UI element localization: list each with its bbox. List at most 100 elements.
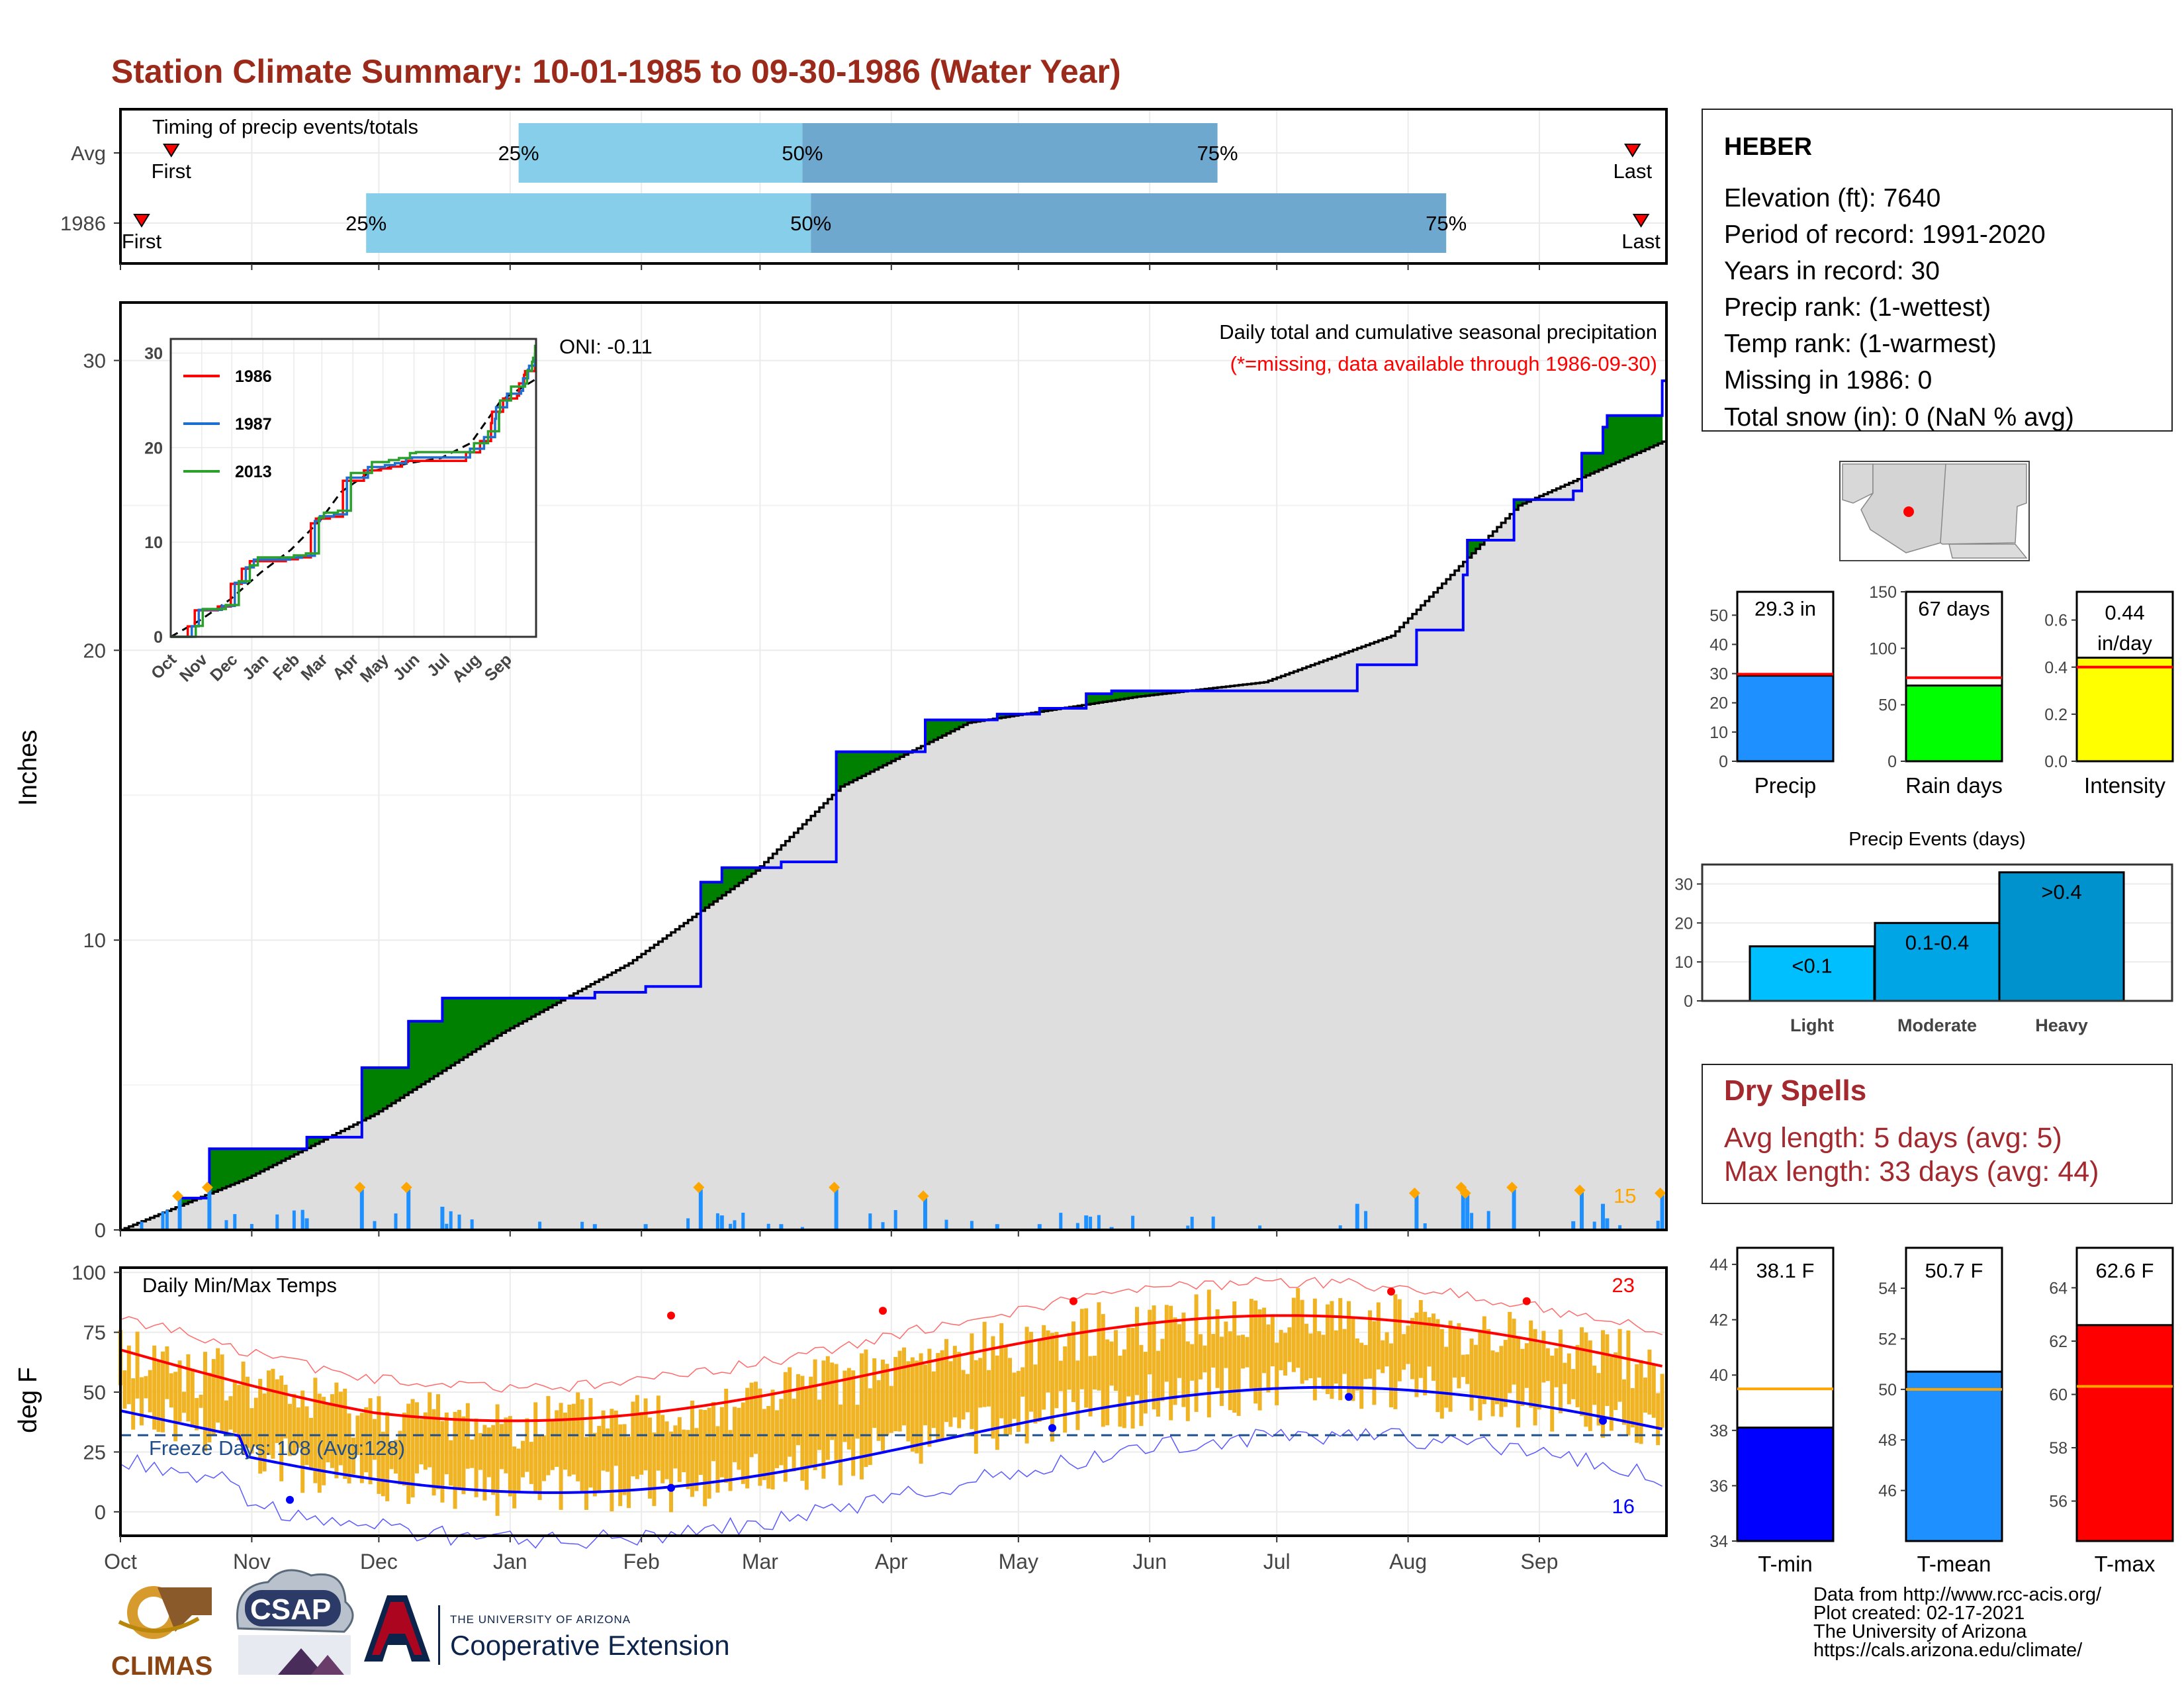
record-low-marker bbox=[286, 1495, 294, 1504]
daily-temp-bar bbox=[1199, 1334, 1203, 1380]
dry-spells-avg: Avg length: 5 days (avg: 5) bbox=[1724, 1122, 2062, 1154]
timing-bar-50-75 bbox=[811, 193, 1447, 253]
daily-temp-bar bbox=[402, 1412, 406, 1486]
above-average-area bbox=[1624, 415, 1629, 459]
daily-temp-bar bbox=[377, 1396, 381, 1494]
above-average-area bbox=[285, 1149, 291, 1159]
heavy-precip-marker bbox=[1408, 1187, 1420, 1199]
inset-year-line bbox=[171, 344, 537, 638]
daily-temp-bar bbox=[220, 1354, 224, 1432]
station-precip-rank: Precip rank: (1-wettest) bbox=[1724, 293, 1991, 322]
daily-temp-bar bbox=[876, 1380, 881, 1441]
summary-tick-label: 50 bbox=[1878, 696, 1897, 715]
daily-precip-bar bbox=[275, 1214, 279, 1230]
daily-temp-bar bbox=[1609, 1356, 1614, 1431]
above-average-area bbox=[1471, 540, 1477, 553]
precip-frame bbox=[119, 301, 1668, 1231]
footer-logos: CLIMAS CSAP THE UNIVERSITY OF ARIZONA Co… bbox=[111, 1569, 730, 1681]
daily-temp-bar bbox=[779, 1399, 784, 1466]
y-tick-label: 100 bbox=[71, 1261, 106, 1284]
daily-precip-bar bbox=[1258, 1225, 1262, 1230]
daily-temp-bar bbox=[631, 1401, 635, 1477]
daily-temp-bar bbox=[415, 1402, 419, 1474]
above-average-area bbox=[853, 751, 858, 780]
timing-bar-25-50 bbox=[518, 123, 803, 183]
summary-bar-value: 67 days bbox=[1918, 597, 1990, 620]
daily-temp-bar bbox=[148, 1370, 152, 1413]
last-event-marker bbox=[1632, 214, 1650, 228]
daily-temp-bar bbox=[796, 1374, 800, 1446]
above-average-area bbox=[311, 1137, 316, 1147]
daily-temp-bar bbox=[326, 1403, 330, 1463]
events-tick-label: 20 bbox=[1674, 914, 1693, 933]
daily-temp-bar bbox=[152, 1345, 157, 1430]
daily-temp-bar bbox=[351, 1437, 355, 1475]
daily-temp-bar bbox=[169, 1373, 173, 1408]
above-average-area bbox=[391, 1067, 396, 1103]
daily-temp-bar bbox=[754, 1382, 758, 1454]
daily-precip-bar bbox=[470, 1219, 474, 1230]
daily-temp-bar bbox=[813, 1359, 817, 1470]
summary-bars: 29.3 in 0 10 20 30 40 50 Precip 67 days 0 50 100 150… bbox=[1709, 583, 2174, 798]
daily-temp-bar bbox=[885, 1364, 889, 1436]
above-average-area bbox=[1137, 690, 1142, 697]
daily-temp-bar bbox=[737, 1407, 741, 1470]
above-average-area bbox=[387, 1067, 392, 1106]
summary-bar-value: 0.44 bbox=[2105, 601, 2144, 624]
daily-temp-bar bbox=[1588, 1340, 1592, 1431]
daily-temp-bar bbox=[1291, 1297, 1296, 1372]
daily-temp-bar bbox=[1334, 1330, 1338, 1384]
credits: Data from http://www.rcc-acis.org/ Plot … bbox=[1813, 1584, 2102, 1661]
daily-temp-bar bbox=[1359, 1342, 1364, 1409]
inset-legend-label: 2013 bbox=[235, 463, 272, 481]
daily-temp-bar bbox=[288, 1403, 292, 1456]
daily-precip-bar bbox=[1656, 1221, 1660, 1230]
daily-temp-bar bbox=[1079, 1309, 1084, 1389]
daily-temp-bar bbox=[224, 1400, 228, 1435]
daily-temp-bar bbox=[1317, 1331, 1322, 1378]
daily-temp-bar bbox=[1300, 1299, 1304, 1384]
event-category-label: Light bbox=[1790, 1015, 1834, 1035]
daily-precip-bar bbox=[1465, 1195, 1470, 1230]
daily-temp-bar bbox=[1266, 1324, 1271, 1393]
daily-temp-bar bbox=[1304, 1323, 1308, 1381]
x-tick-label: Jan bbox=[493, 1550, 527, 1573]
temp-bar-value: 62.6 F bbox=[2096, 1259, 2154, 1282]
above-average-area bbox=[518, 998, 523, 1024]
daily-precip-bar bbox=[995, 1224, 999, 1230]
page-title: Station Climate Summary: 10-01-1985 to 0… bbox=[111, 53, 1121, 90]
daily-temp-bar bbox=[834, 1364, 839, 1462]
above-average-area bbox=[451, 998, 456, 1066]
daily-temp-bar bbox=[690, 1400, 694, 1497]
heavy-precip-marker bbox=[1506, 1182, 1518, 1194]
daily-precip-bar bbox=[440, 1206, 445, 1230]
daily-temp-bar bbox=[1499, 1346, 1504, 1417]
above-average-area bbox=[213, 1149, 218, 1192]
daily-temp-bar bbox=[156, 1361, 161, 1432]
daily-temp-bar bbox=[359, 1413, 364, 1483]
daily-temp-bar bbox=[241, 1361, 246, 1455]
above-average-area bbox=[721, 867, 727, 896]
daily-temp-bar bbox=[1330, 1301, 1334, 1399]
daily-temp-bar bbox=[533, 1402, 538, 1494]
daily-temp-bar bbox=[338, 1391, 343, 1466]
daily-temp-bar bbox=[440, 1421, 445, 1503]
daily-temp-bar bbox=[368, 1398, 373, 1485]
daily-temp-bar bbox=[1296, 1288, 1300, 1368]
daily-precip-bar bbox=[1461, 1189, 1465, 1230]
daily-temp-bar bbox=[940, 1350, 944, 1441]
event-bar bbox=[1998, 871, 2125, 1002]
daily-temp-bar bbox=[995, 1355, 999, 1450]
record-low-marker bbox=[1345, 1393, 1353, 1401]
daily-temp-bar bbox=[406, 1403, 411, 1504]
daily-temp-bar bbox=[1236, 1335, 1241, 1416]
daily-temp-bar bbox=[398, 1430, 402, 1485]
daily-temp-bar bbox=[1376, 1302, 1381, 1370]
daily-temp-bar bbox=[1312, 1298, 1317, 1401]
credit-line: https://cals.arizona.edu/climate/ bbox=[1813, 1640, 2083, 1661]
daily-temp-bar bbox=[1270, 1314, 1275, 1367]
daily-temp-bar bbox=[1647, 1349, 1652, 1415]
above-average-area bbox=[862, 751, 866, 776]
daily-precip-bar bbox=[140, 1221, 144, 1230]
